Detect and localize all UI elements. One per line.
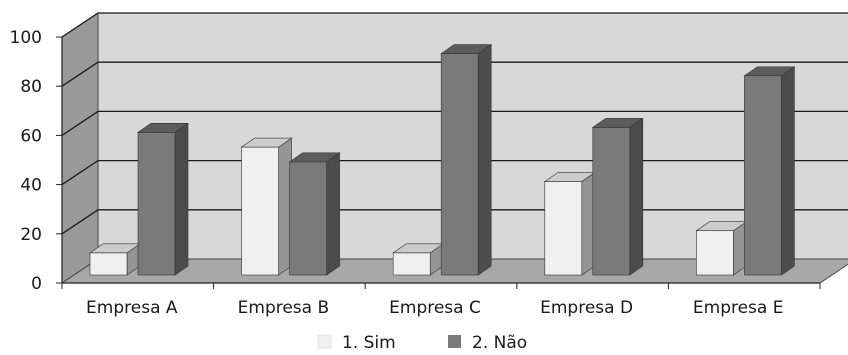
legend-swatch <box>317 334 332 349</box>
y-tick-labels: 0 20 40 60 80 100 <box>10 28 42 294</box>
gridline <box>61 12 848 38</box>
x-category-label: Empresa A <box>86 298 178 318</box>
y-tick-label: 20 <box>20 225 42 245</box>
bar-sim-empresa-b <box>240 137 293 276</box>
bar-nao-empresa-b <box>288 152 341 276</box>
gridline <box>61 110 848 136</box>
legend-item-sim: 1. Sim <box>317 333 396 353</box>
x-category-label: Empresa C <box>389 298 481 318</box>
y-tick-label: 100 <box>10 28 42 48</box>
legend: 1. Sim 2. Não <box>317 333 527 353</box>
bar-sim-empresa-e <box>695 221 748 276</box>
y-tick-label: 0 <box>31 274 42 294</box>
y-tick-label: 80 <box>20 77 42 97</box>
axes <box>56 36 821 289</box>
bar-sim-empresa-a <box>89 243 141 276</box>
legend-label: 1. Sim <box>342 333 396 353</box>
x-category-label: Empresa E <box>693 298 784 318</box>
gridline <box>61 61 848 87</box>
side-wall <box>61 12 99 284</box>
legend-swatch <box>448 335 461 348</box>
y-tick-label: 40 <box>20 176 42 196</box>
bar-nao-empresa-e <box>743 66 796 276</box>
bars <box>89 44 796 276</box>
bar-sim-empresa-d <box>543 171 596 276</box>
x-category-label: Empresa D <box>540 298 633 318</box>
bar-nao-empresa-d <box>591 117 644 276</box>
x-category-label: Empresa B <box>238 298 330 318</box>
bar-nao-empresa-c <box>440 44 493 276</box>
bar-nao-empresa-a <box>137 122 189 276</box>
y-tick-label: 60 <box>20 126 42 146</box>
legend-item-nao: 2. Não <box>448 333 527 353</box>
x-category-labels: Empresa A Empresa B Empresa C Empresa D Empr… <box>86 298 783 318</box>
legend-label: 2. Não <box>472 333 527 353</box>
bar-sim-empresa-c <box>392 243 445 276</box>
